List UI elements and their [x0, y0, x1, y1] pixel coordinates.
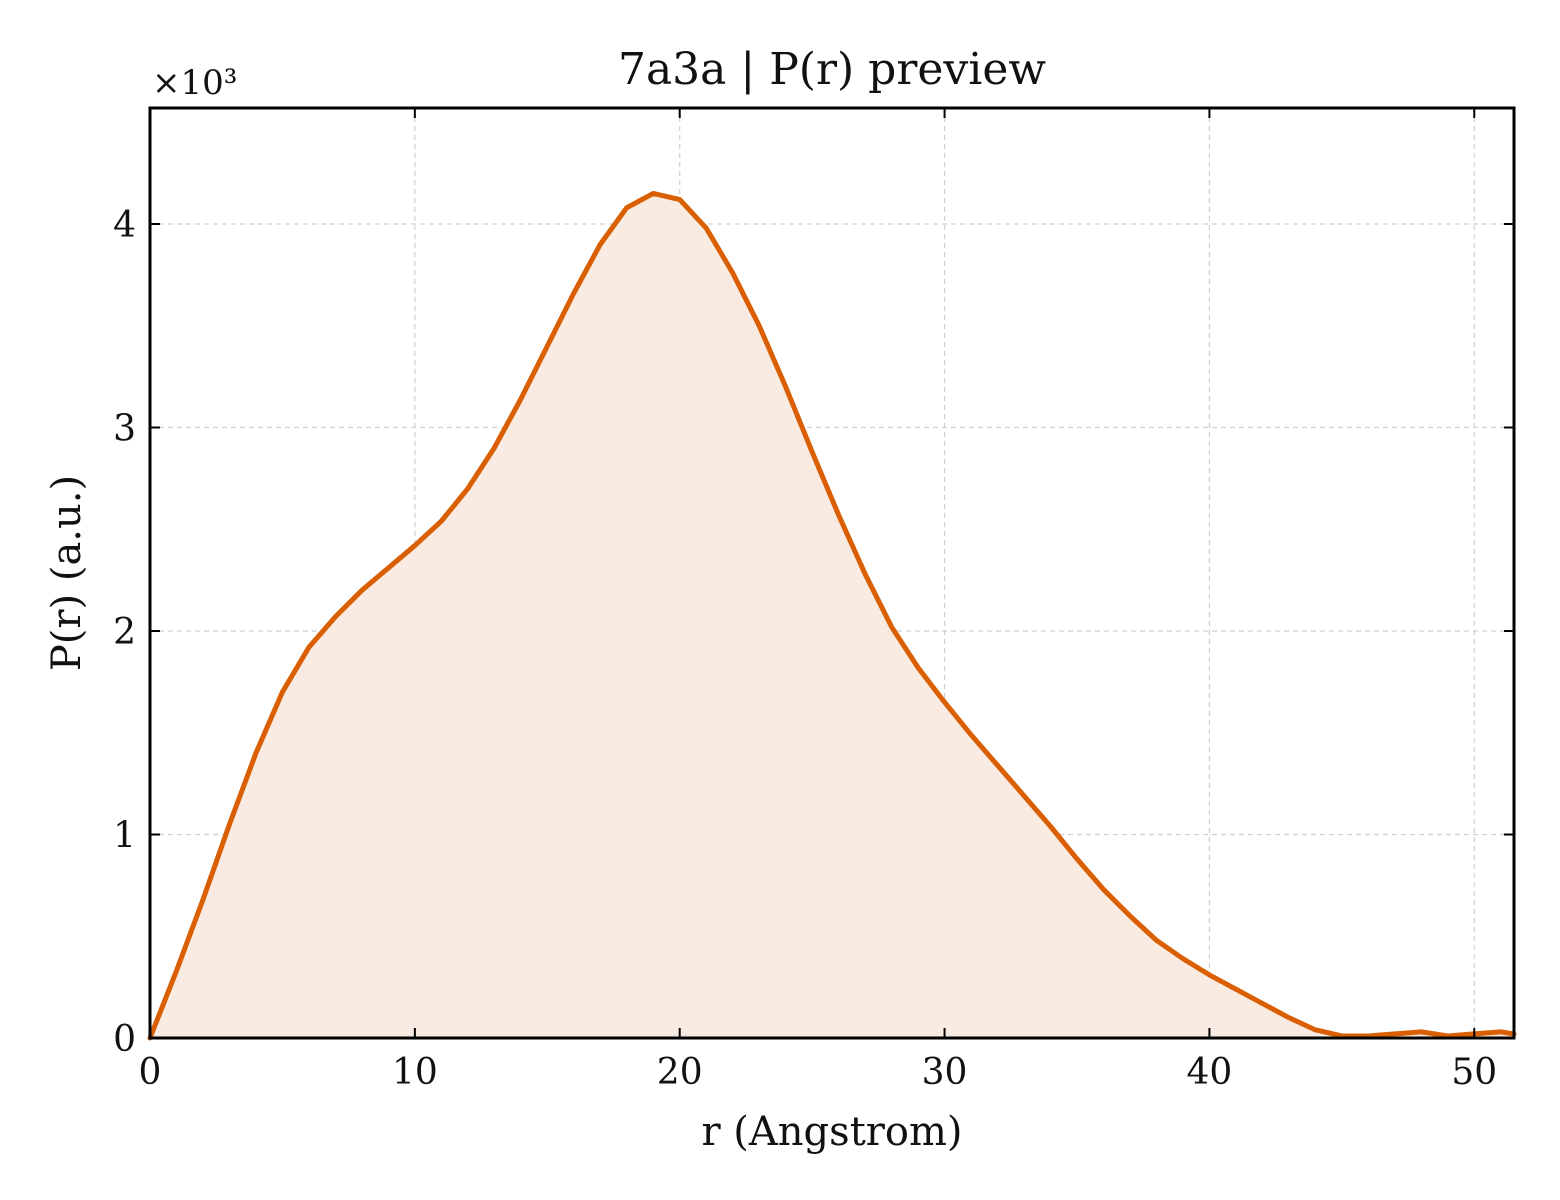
y-axis-label: P(r) (a.u.) — [44, 475, 90, 671]
plot-frame — [148, 106, 1516, 1040]
x-axis-label: r (Angstrom) — [701, 1109, 962, 1155]
y-tick-label: 3 — [113, 408, 136, 449]
y-tick-label: 2 — [113, 612, 136, 653]
chart-title: 7a3a | P(r) preview — [618, 44, 1046, 95]
series-area — [150, 193, 1514, 1039]
area-layer — [150, 193, 1514, 1039]
y-tick-label: 4 — [113, 205, 136, 246]
x-tick-label: 40 — [1187, 1052, 1233, 1093]
x-tick-label: 20 — [657, 1052, 703, 1093]
x-tick-label: 0 — [139, 1052, 162, 1093]
x-tick-label: 10 — [392, 1052, 438, 1093]
y-tick-label: 1 — [113, 815, 136, 856]
y-scale-factor-label: ×10³ — [152, 63, 237, 103]
x-tick-label: 30 — [922, 1052, 968, 1093]
x-tick-label: 50 — [1451, 1052, 1497, 1093]
y-tick-label: 0 — [113, 1019, 136, 1060]
ticks: 0 10 20 30 40 50 0 1 2 3 4 — [113, 108, 1514, 1093]
line-layer — [147, 190, 1517, 1041]
series-line — [147, 190, 1517, 1041]
